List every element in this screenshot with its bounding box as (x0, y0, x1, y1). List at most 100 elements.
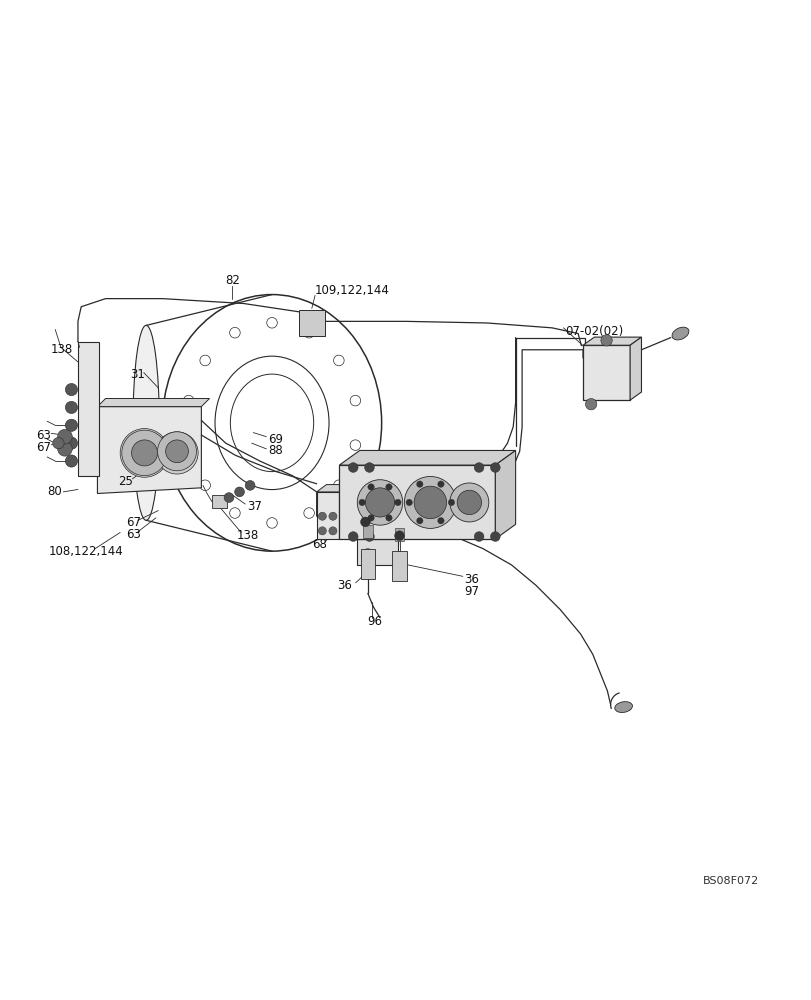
Text: 36: 36 (337, 579, 351, 592)
Circle shape (157, 432, 196, 471)
Text: 67: 67 (126, 516, 140, 529)
Circle shape (131, 440, 157, 466)
Circle shape (457, 490, 481, 515)
Text: 88: 88 (268, 444, 282, 457)
Circle shape (367, 484, 374, 490)
Text: 63: 63 (126, 528, 140, 541)
Circle shape (348, 463, 358, 472)
Text: 80: 80 (47, 485, 62, 498)
Circle shape (490, 463, 500, 472)
Text: 109,122,144: 109,122,144 (314, 284, 388, 297)
Polygon shape (78, 342, 99, 476)
Circle shape (437, 517, 444, 524)
Circle shape (490, 532, 500, 541)
Circle shape (65, 437, 77, 449)
Circle shape (361, 549, 374, 562)
Bar (392, 551, 406, 581)
Circle shape (266, 318, 277, 328)
Circle shape (406, 499, 412, 506)
Text: 88: 88 (610, 366, 624, 379)
Circle shape (364, 463, 374, 472)
Circle shape (53, 437, 64, 449)
Circle shape (348, 532, 358, 541)
Circle shape (266, 518, 277, 528)
Circle shape (360, 517, 370, 527)
Circle shape (358, 499, 365, 506)
Circle shape (385, 484, 392, 490)
Circle shape (303, 508, 314, 518)
Text: 36: 36 (464, 573, 478, 586)
Bar (360, 549, 375, 579)
Circle shape (120, 429, 169, 477)
Circle shape (65, 383, 77, 396)
Circle shape (165, 440, 188, 463)
Circle shape (404, 476, 456, 528)
Circle shape (328, 512, 337, 520)
Text: 68: 68 (311, 538, 326, 551)
Text: 25: 25 (118, 475, 133, 488)
Bar (298, 310, 324, 336)
Text: 31: 31 (130, 368, 144, 381)
Circle shape (234, 487, 244, 497)
Text: 138: 138 (236, 529, 258, 542)
Circle shape (65, 401, 77, 414)
Bar (363, 525, 372, 538)
Circle shape (448, 499, 454, 506)
Circle shape (245, 481, 255, 490)
Circle shape (416, 481, 423, 487)
Circle shape (65, 419, 77, 431)
Circle shape (58, 429, 72, 444)
Circle shape (357, 480, 402, 525)
Circle shape (365, 488, 394, 517)
Text: 67: 67 (36, 441, 50, 454)
Circle shape (58, 442, 72, 456)
Circle shape (350, 440, 360, 450)
Circle shape (318, 527, 326, 535)
Circle shape (224, 493, 234, 502)
Circle shape (449, 483, 488, 522)
Bar (394, 528, 404, 541)
Text: 07-02(02): 07-02(02) (564, 325, 623, 338)
Ellipse shape (614, 702, 632, 712)
Circle shape (318, 512, 326, 520)
Circle shape (385, 515, 392, 521)
Polygon shape (97, 407, 201, 494)
Circle shape (437, 481, 444, 487)
Circle shape (303, 327, 314, 338)
Circle shape (416, 517, 423, 524)
Circle shape (394, 531, 404, 541)
Text: 37: 37 (247, 500, 262, 513)
Polygon shape (316, 485, 349, 492)
Circle shape (600, 335, 611, 346)
Circle shape (474, 463, 483, 472)
Circle shape (122, 430, 167, 476)
Circle shape (230, 327, 240, 338)
Text: 82: 82 (225, 274, 239, 287)
Text: 96: 96 (367, 615, 381, 628)
Polygon shape (357, 539, 397, 565)
Circle shape (183, 440, 194, 450)
Text: BS08F072: BS08F072 (702, 876, 757, 886)
Text: 108,122,144: 108,122,144 (49, 545, 123, 558)
Circle shape (367, 515, 374, 521)
Polygon shape (316, 492, 339, 539)
Circle shape (200, 355, 210, 366)
Text: 97: 97 (464, 585, 478, 598)
Circle shape (65, 455, 77, 467)
Bar (212, 495, 226, 508)
Polygon shape (495, 450, 515, 539)
Polygon shape (339, 465, 495, 539)
Circle shape (127, 435, 162, 471)
Circle shape (328, 527, 337, 535)
Polygon shape (339, 450, 515, 465)
Polygon shape (582, 345, 629, 400)
Text: 63: 63 (36, 429, 50, 442)
Circle shape (394, 499, 401, 506)
Ellipse shape (672, 327, 688, 340)
Polygon shape (97, 398, 209, 407)
Text: 138: 138 (51, 343, 73, 356)
Polygon shape (629, 337, 641, 400)
Circle shape (364, 532, 374, 541)
Ellipse shape (133, 325, 159, 520)
Circle shape (474, 532, 483, 541)
